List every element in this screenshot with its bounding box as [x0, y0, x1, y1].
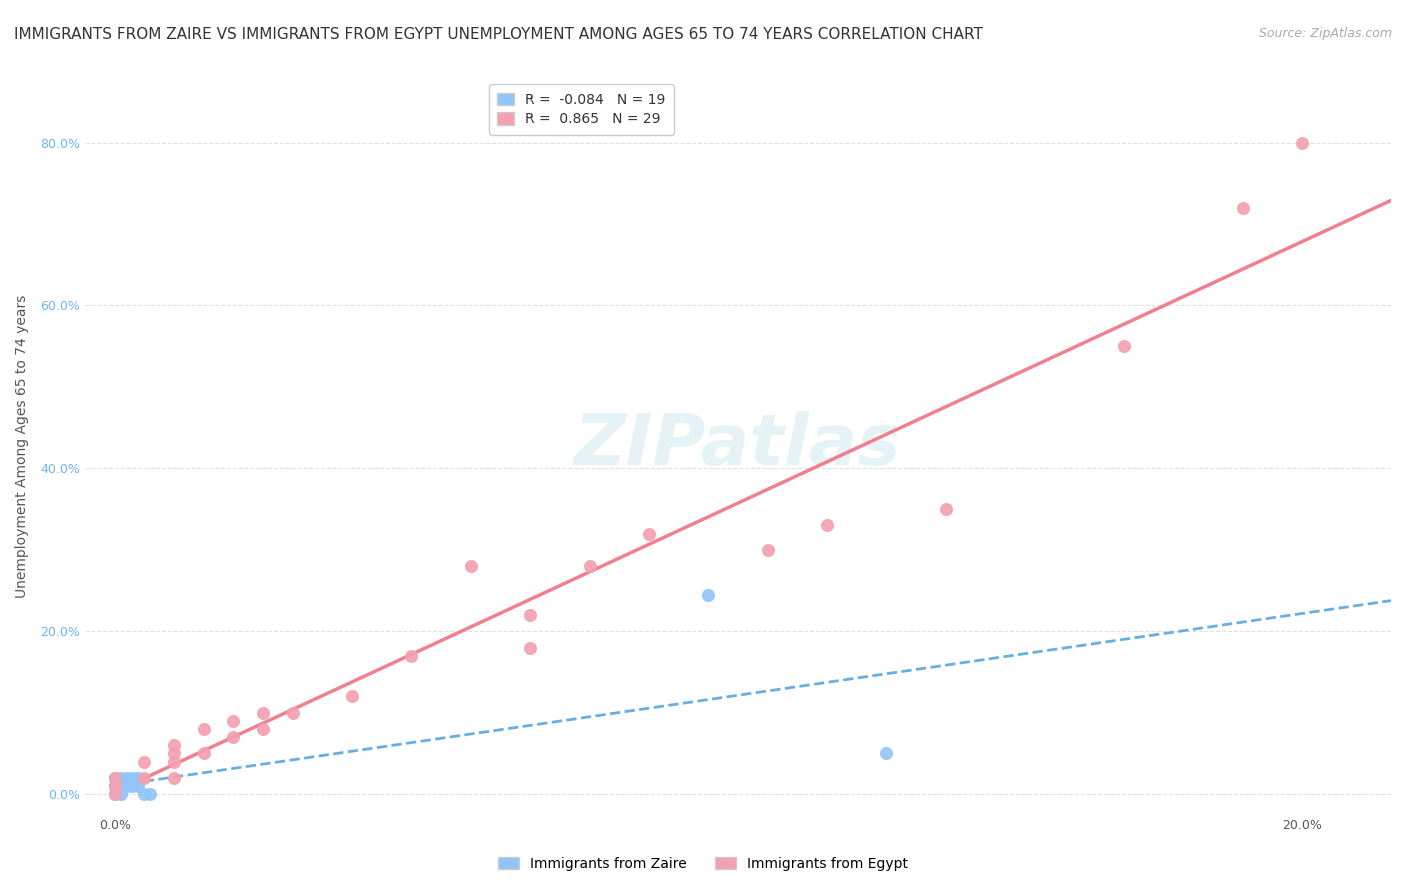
- Point: [121, 779, 143, 793]
- Point: [252, 706, 274, 720]
- Point: [104, 771, 127, 785]
- Point: [139, 787, 162, 801]
- Point: [121, 771, 143, 785]
- Y-axis label: Unemployment Among Ages 65 to 74 years: Unemployment Among Ages 65 to 74 years: [15, 294, 30, 598]
- Point: [193, 747, 215, 761]
- Point: [115, 771, 138, 785]
- Point: [163, 747, 186, 761]
- Point: [875, 747, 897, 761]
- Point: [519, 640, 541, 655]
- Point: [104, 787, 127, 801]
- Point: [127, 771, 149, 785]
- Point: [1232, 201, 1254, 215]
- Point: [104, 771, 127, 785]
- Text: ZIPatlas: ZIPatlas: [574, 411, 901, 481]
- Point: [193, 722, 215, 736]
- Point: [104, 779, 127, 793]
- Point: [163, 755, 186, 769]
- Point: [519, 607, 541, 622]
- Legend: Immigrants from Zaire, Immigrants from Egypt: Immigrants from Zaire, Immigrants from E…: [492, 851, 914, 876]
- Point: [163, 739, 186, 753]
- Point: [815, 518, 838, 533]
- Point: [222, 714, 245, 728]
- Point: [252, 722, 274, 736]
- Point: [134, 771, 156, 785]
- Point: [127, 779, 149, 793]
- Point: [1291, 136, 1313, 150]
- Legend: R =  -0.084   N = 19, R =  0.865   N = 29: R = -0.084 N = 19, R = 0.865 N = 29: [489, 85, 673, 135]
- Point: [110, 771, 132, 785]
- Point: [578, 559, 600, 574]
- Point: [104, 779, 127, 793]
- Point: [110, 787, 132, 801]
- Point: [134, 755, 156, 769]
- Point: [340, 690, 363, 704]
- Point: [460, 559, 482, 574]
- Point: [104, 787, 127, 801]
- Point: [756, 542, 779, 557]
- Point: [104, 779, 127, 793]
- Point: [638, 526, 661, 541]
- Point: [281, 706, 304, 720]
- Text: IMMIGRANTS FROM ZAIRE VS IMMIGRANTS FROM EGYPT UNEMPLOYMENT AMONG AGES 65 TO 74 : IMMIGRANTS FROM ZAIRE VS IMMIGRANTS FROM…: [14, 27, 983, 42]
- Point: [163, 771, 186, 785]
- Point: [134, 787, 156, 801]
- Point: [935, 502, 957, 516]
- Point: [104, 779, 127, 793]
- Text: Source: ZipAtlas.com: Source: ZipAtlas.com: [1258, 27, 1392, 40]
- Point: [104, 787, 127, 801]
- Point: [1112, 339, 1135, 353]
- Point: [697, 588, 720, 602]
- Point: [222, 730, 245, 744]
- Point: [104, 771, 127, 785]
- Point: [115, 779, 138, 793]
- Point: [401, 648, 423, 663]
